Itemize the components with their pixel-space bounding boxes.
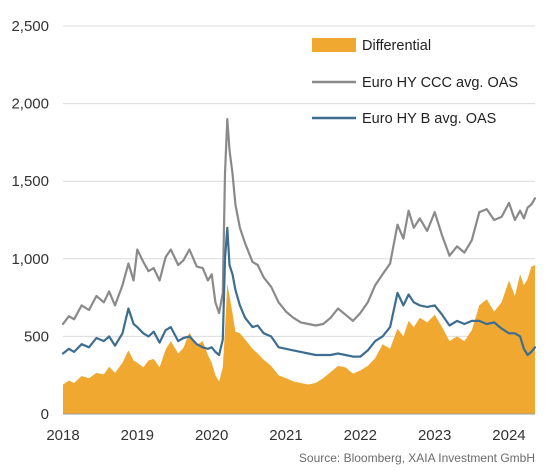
series-line-ccc: [61, 118, 537, 327]
legend: Differential Euro HY CCC avg. OAS Euro H…: [312, 38, 518, 127]
x-tick-label: 2024: [492, 427, 525, 444]
x-tick-label: 2022: [344, 427, 377, 444]
legend-label-ccc: Euro HY CCC avg. OAS: [362, 75, 518, 91]
source-note: Source: Bloomberg, XAIA Investment GmbH: [299, 451, 535, 465]
y-axis-ticks: 0 500 1,000 1,500 2,000 2,500: [11, 18, 49, 423]
area-series-layer: [63, 265, 535, 414]
series-area-differential: [63, 265, 535, 414]
line-series-layer: [61, 118, 537, 358]
legend-label-b: Euro HY B avg. OAS: [362, 111, 496, 127]
y-tick-label: 2,500: [11, 18, 49, 35]
y-tick-label: 500: [24, 328, 49, 345]
y-tick-label: 1,000: [11, 251, 49, 268]
x-tick-label: 2021: [269, 427, 302, 444]
y-tick-label: 0: [41, 406, 49, 423]
x-tick-label: 2018: [46, 427, 79, 444]
x-axis-ticks: 2018 2019 2020 2021 2022 2023 2024: [46, 427, 525, 444]
x-tick-label: 2019: [121, 427, 154, 444]
legend-label-differential: Differential: [362, 38, 431, 54]
legend-swatch-differential: [312, 38, 356, 52]
y-tick-label: 2,000: [11, 96, 49, 113]
series-line-b: [61, 226, 537, 358]
x-tick-label: 2020: [195, 427, 228, 444]
x-tick-label: 2023: [418, 427, 451, 444]
gridlines: [63, 25, 535, 337]
y-tick-label: 1,500: [11, 173, 49, 190]
